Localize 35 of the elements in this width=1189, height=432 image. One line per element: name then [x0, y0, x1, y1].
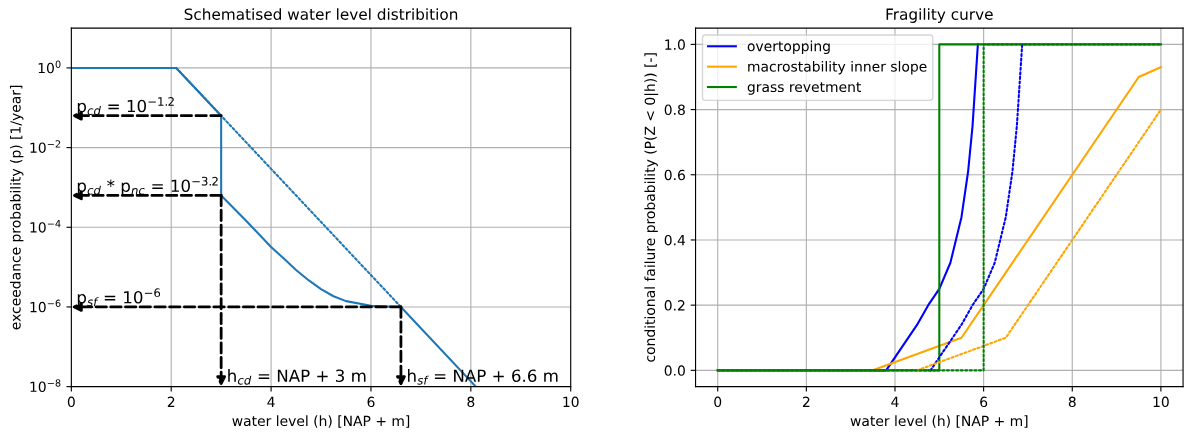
y-axis-title: exceedance probability (p) [1/year] [9, 85, 24, 330]
x-tick-label: 6 [367, 396, 375, 408]
x-tick-label: 10 [563, 396, 579, 408]
annotation: p$_{sf}$ = 10$^{−6}$ [77, 288, 161, 307]
y-tick-label: 10$^{−6}$ [30, 299, 61, 313]
y-tick-label: 10$^{0}$ [38, 60, 61, 74]
x-tick-label: 10 [1153, 396, 1169, 408]
y-tick-label: 0.8 [664, 104, 685, 116]
x-tick-label: 8 [467, 396, 475, 408]
y-axis-title: conditional failure probability (P(Z < 0|h)) [-] [644, 53, 659, 362]
y-tick-label: 10$^{−4}$ [30, 220, 61, 233]
y-tick-label: 1.0 [665, 39, 685, 50]
x-tick-label: 2 [802, 396, 810, 407]
chart-title: Fragility curve [886, 8, 993, 23]
y-tick-label: 0.0 [664, 365, 685, 376]
x-tick-label: 6 [980, 396, 988, 408]
chart-title: Schematised water level distribition [184, 8, 458, 20]
x-tick-label: 4 [267, 396, 275, 407]
y-tick-label: 0.6 [664, 169, 685, 181]
x-tick-label: 0 [714, 396, 722, 408]
x-tick-label: 2 [167, 396, 175, 407]
annotation: h$_{cd}$ = NAP + 3 m [228, 369, 366, 385]
legend-label: overtopping [747, 40, 830, 55]
x-axis-title: water level (h) [NAP + m] [232, 415, 410, 428]
y-tick-label: 0.2 [664, 300, 685, 311]
x-tick-label: 4 [891, 396, 899, 407]
legend-label: grass revetment [747, 82, 862, 95]
legend-label: macrostability inner slope [748, 60, 927, 75]
line-series [929, 43, 1024, 372]
y-tick-label: 10$^{−2}$ [30, 140, 61, 153]
x-axis-title: water level (h) [NAP + m] [850, 415, 1028, 428]
y-tick-label: 0.4 [664, 234, 686, 246]
x-tick-label: 8 [1068, 396, 1076, 408]
x-tick-label: 0 [67, 396, 75, 408]
y-tick-label: 10$^{−8}$ [30, 379, 61, 393]
